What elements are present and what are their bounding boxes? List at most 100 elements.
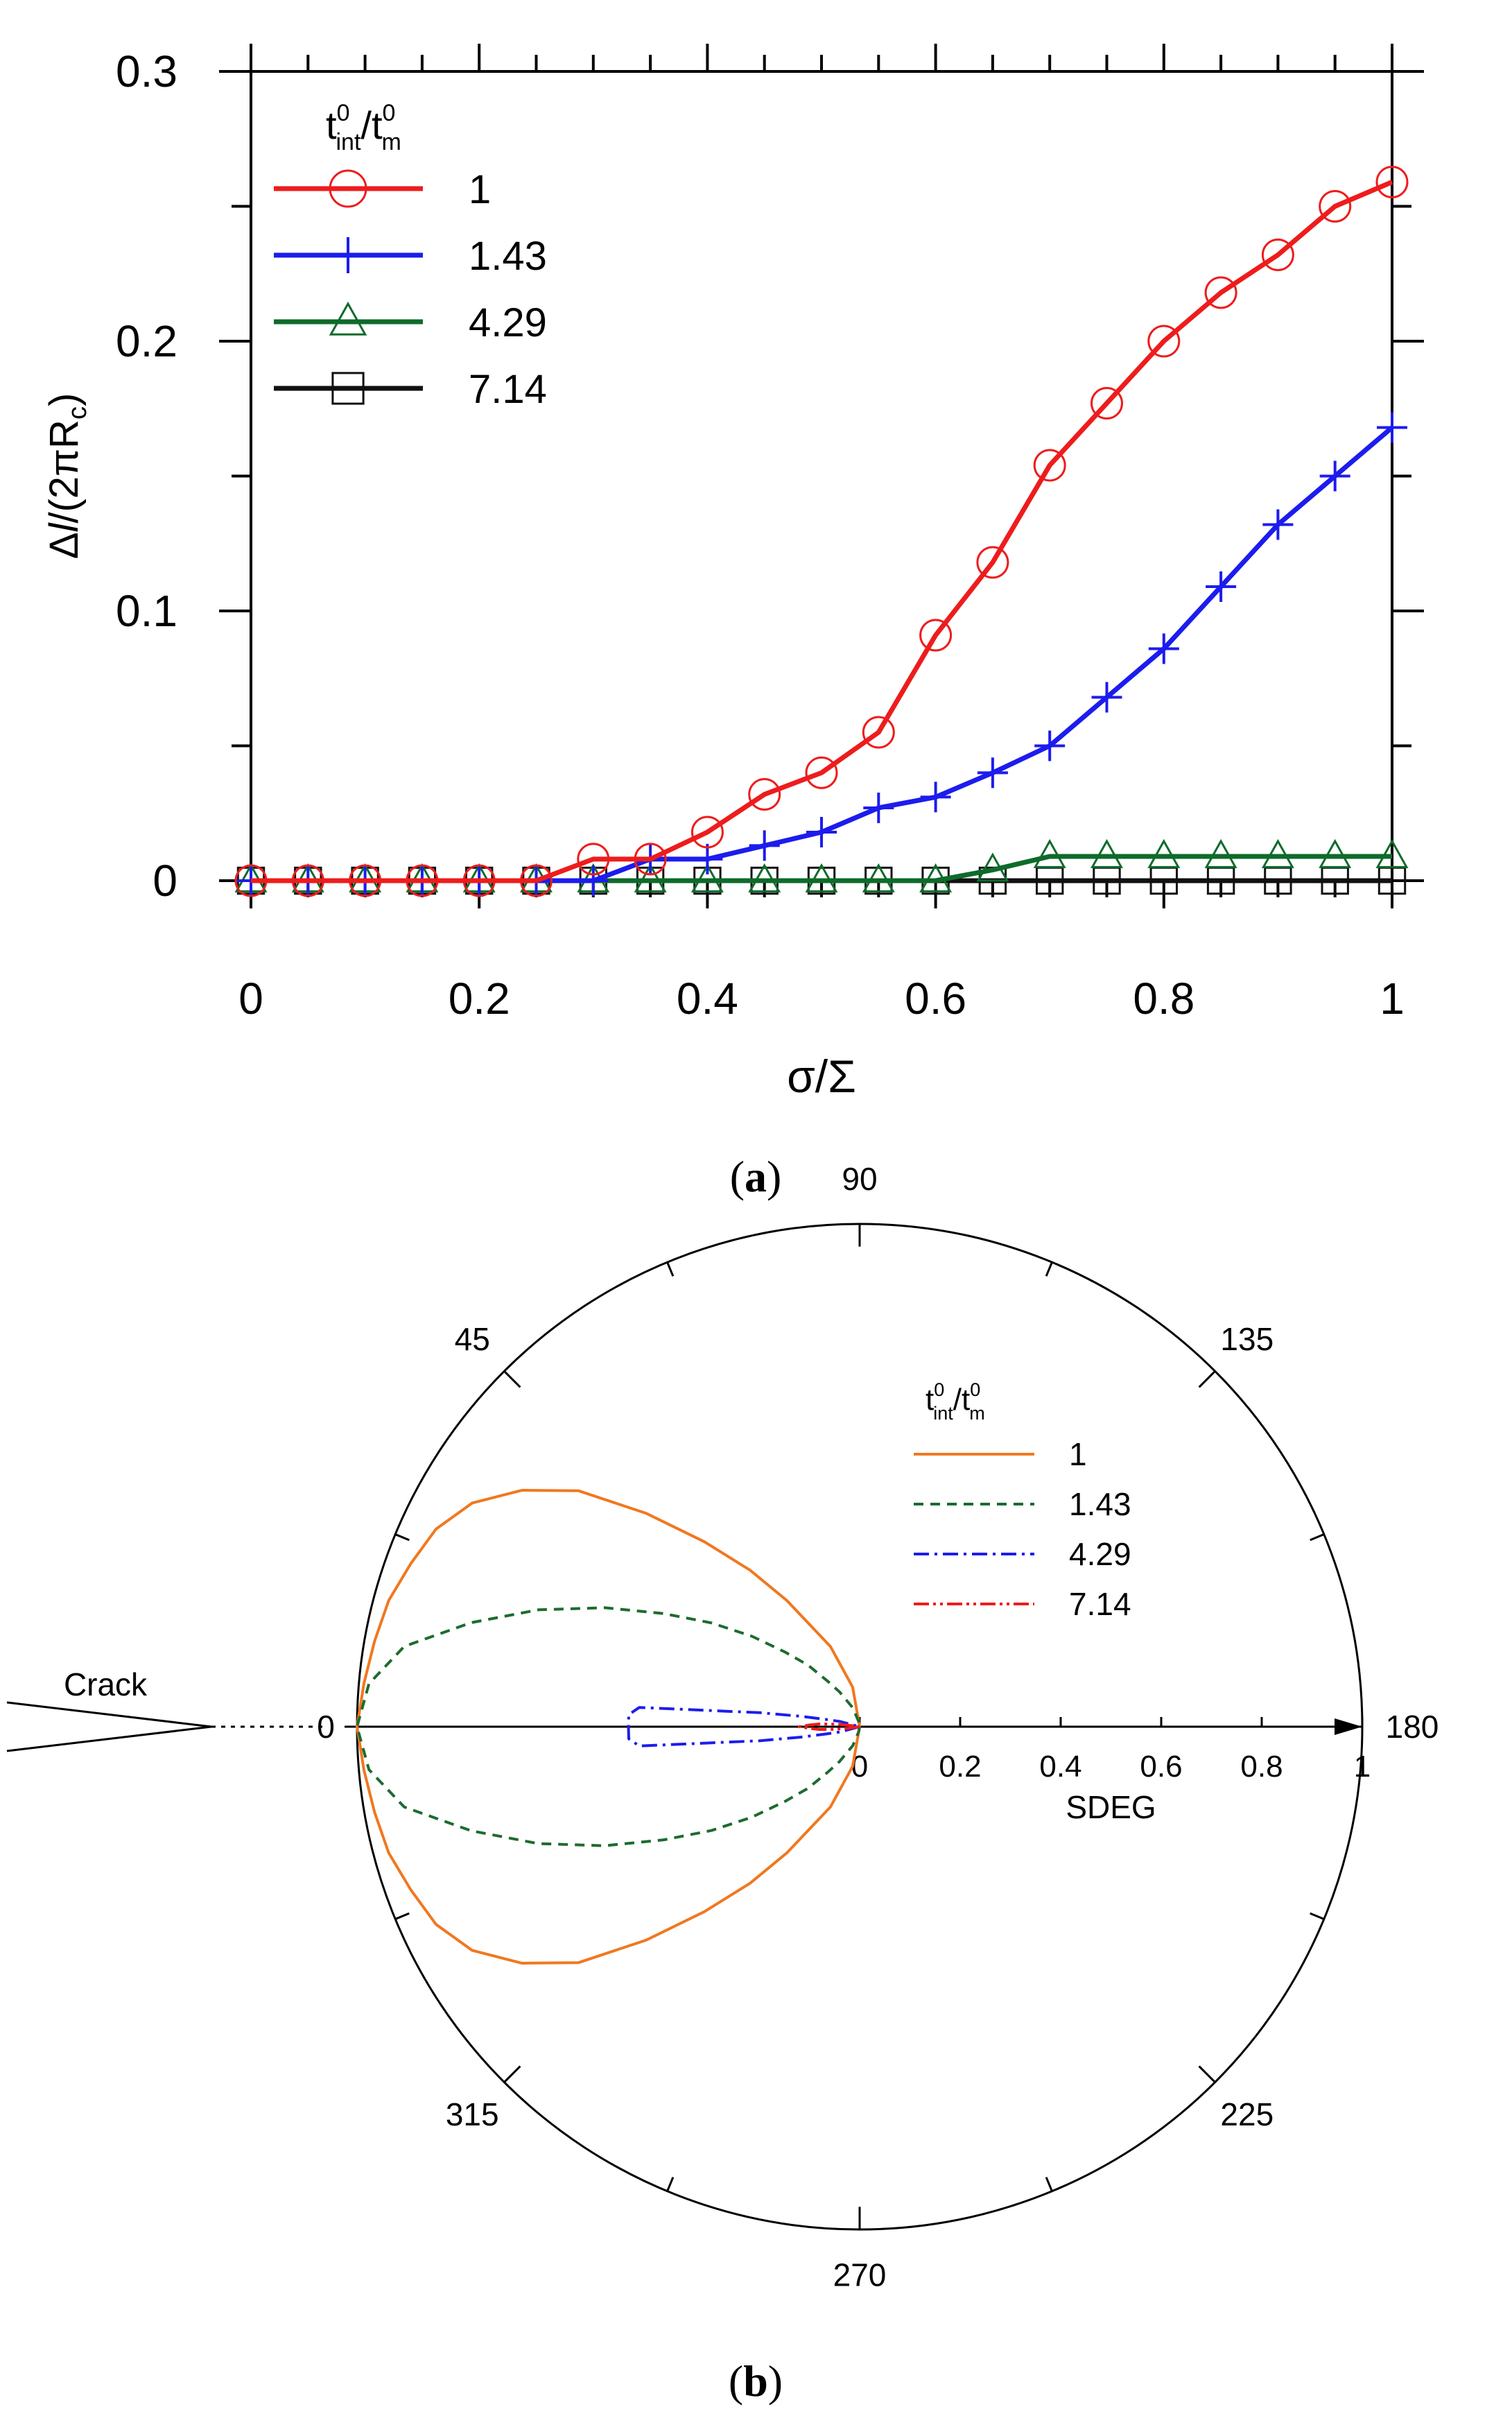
data-point	[1206, 571, 1237, 602]
x-tick-label: 1	[1380, 974, 1405, 1024]
data-point	[863, 792, 894, 823]
angle-tick	[394, 1533, 410, 1542]
data-point	[1377, 412, 1407, 443]
radial-axis: 0 0.2 0.4 0.6 0.8 1	[345, 1717, 1371, 1784]
legend-label: 7.14	[1069, 1586, 1131, 1622]
data-point	[1375, 838, 1409, 868]
angle-tick	[666, 2177, 675, 2192]
data-point	[1204, 276, 1237, 309]
legend-item-7.14: 7.14	[914, 1586, 1131, 1622]
data-point	[234, 864, 268, 897]
angle-label: 135	[1220, 1321, 1274, 1357]
panel-a-line-chart: 0 0.2 0.4 0.6 0.8 1 00.10.20.3 σ/Σ Δl/(2πRc) …	[42, 44, 1424, 1201]
data-point	[1319, 838, 1352, 868]
data-point	[1319, 460, 1350, 492]
data-point	[1147, 325, 1181, 358]
data-point	[577, 843, 610, 876]
data-point	[634, 863, 667, 892]
data-point	[1148, 633, 1179, 664]
x-axis-label: σ/Σ	[787, 1051, 856, 1102]
polar-curve	[627, 1706, 860, 1748]
x-tick-label: 0.8	[1133, 974, 1194, 1024]
x-tick-label: 0.6	[905, 974, 966, 1024]
angle-tick	[1045, 2177, 1053, 2192]
data-point	[329, 169, 367, 208]
radial-tick-label: 1	[1354, 1750, 1371, 1784]
data-point	[329, 301, 367, 336]
axis-ticks	[219, 44, 1424, 908]
series-1.43	[236, 412, 1407, 896]
x-tick-labels: 0 0.2 0.4 0.6 0.8 1	[238, 974, 1405, 1024]
legend-item-4.29: 4.29	[914, 1536, 1131, 1572]
data-point	[349, 864, 382, 897]
angle-label: 180	[1386, 1709, 1439, 1745]
polar-curve	[798, 1723, 860, 1731]
polar-series-4.29	[627, 1706, 860, 1748]
plot-frame	[250, 70, 1393, 882]
data-point	[330, 237, 366, 273]
angle-label: 90	[842, 1161, 877, 1197]
data-point	[805, 756, 838, 789]
data-point	[634, 843, 667, 876]
crack-sketch	[6, 1701, 326, 1752]
polar-curve	[356, 1489, 861, 1965]
data-point	[1091, 682, 1122, 713]
angle-label: 270	[833, 2257, 887, 2293]
legend-label: 7.14	[469, 367, 547, 412]
data-point	[806, 816, 837, 847]
y-tick-label: 0.2	[116, 316, 177, 366]
data-point	[1375, 165, 1409, 198]
data-point	[1033, 449, 1066, 482]
angle-label: 315	[446, 2096, 499, 2132]
data-point	[1261, 838, 1294, 868]
y-tick-label: 0	[153, 856, 177, 906]
angle-tick	[503, 1370, 521, 1388]
polar-series-7.14	[798, 1723, 860, 1731]
angle-label: 45	[455, 1321, 490, 1357]
radial-axis-arrow	[1335, 1718, 1362, 1735]
data-point	[748, 778, 781, 811]
data-point	[1204, 838, 1237, 868]
angle-label: 225	[1220, 2096, 1274, 2132]
legend-label: 1	[1069, 1436, 1087, 1472]
series-line	[251, 180, 1393, 883]
data-point	[862, 716, 895, 749]
data-point	[920, 782, 951, 813]
legend-item-1: 1	[914, 1436, 1087, 1472]
radial-tick-label: 0.4	[1039, 1750, 1081, 1784]
series-1	[234, 165, 1409, 897]
angle-tick	[503, 2065, 521, 2083]
y-label-l: l	[42, 522, 87, 533]
panel-label-b: (b)	[729, 2356, 783, 2406]
legend-label: 1.43	[1069, 1486, 1131, 1522]
angle-tick	[1310, 1533, 1325, 1542]
y-tick-labels: 0 0.1 0.2 0.3	[116, 46, 177, 906]
legend-label: 4.29	[1069, 1536, 1131, 1572]
data-point	[690, 863, 724, 892]
x-tick-label: 0.2	[449, 974, 510, 1024]
legend-label: 1.43	[469, 234, 547, 279]
polar-series-1	[356, 1489, 861, 1965]
radial-tick-label: 0.2	[939, 1750, 981, 1784]
legend-title: t0 int/t0 m	[326, 100, 401, 155]
y-label-mid: /(2πR	[42, 420, 87, 524]
legend-item-1: 1	[274, 167, 491, 212]
data-point	[291, 864, 324, 897]
data-point	[1319, 190, 1352, 223]
data-point	[577, 865, 609, 896]
y-label-delta: Δ	[42, 533, 87, 560]
radial-axis-label: SDEG	[1066, 1789, 1156, 1825]
legend: t0 int/t0 m 1 1.43 4.29 7.14	[914, 1379, 1131, 1622]
data-point	[862, 863, 895, 892]
panel-label-a: (a)	[730, 1152, 782, 1201]
data-point	[1261, 239, 1294, 272]
legend-item-1.43: 1.43	[914, 1486, 1131, 1522]
legend-item-4.29: 4.29	[274, 300, 547, 345]
angle-tick	[1198, 1370, 1216, 1388]
angle-tick	[666, 1261, 675, 1277]
data-point	[331, 372, 365, 405]
data-point	[977, 757, 1008, 788]
legend-items: 1 1.43 4.29 7.14	[914, 1436, 1131, 1622]
angle-tick	[394, 1912, 410, 1920]
